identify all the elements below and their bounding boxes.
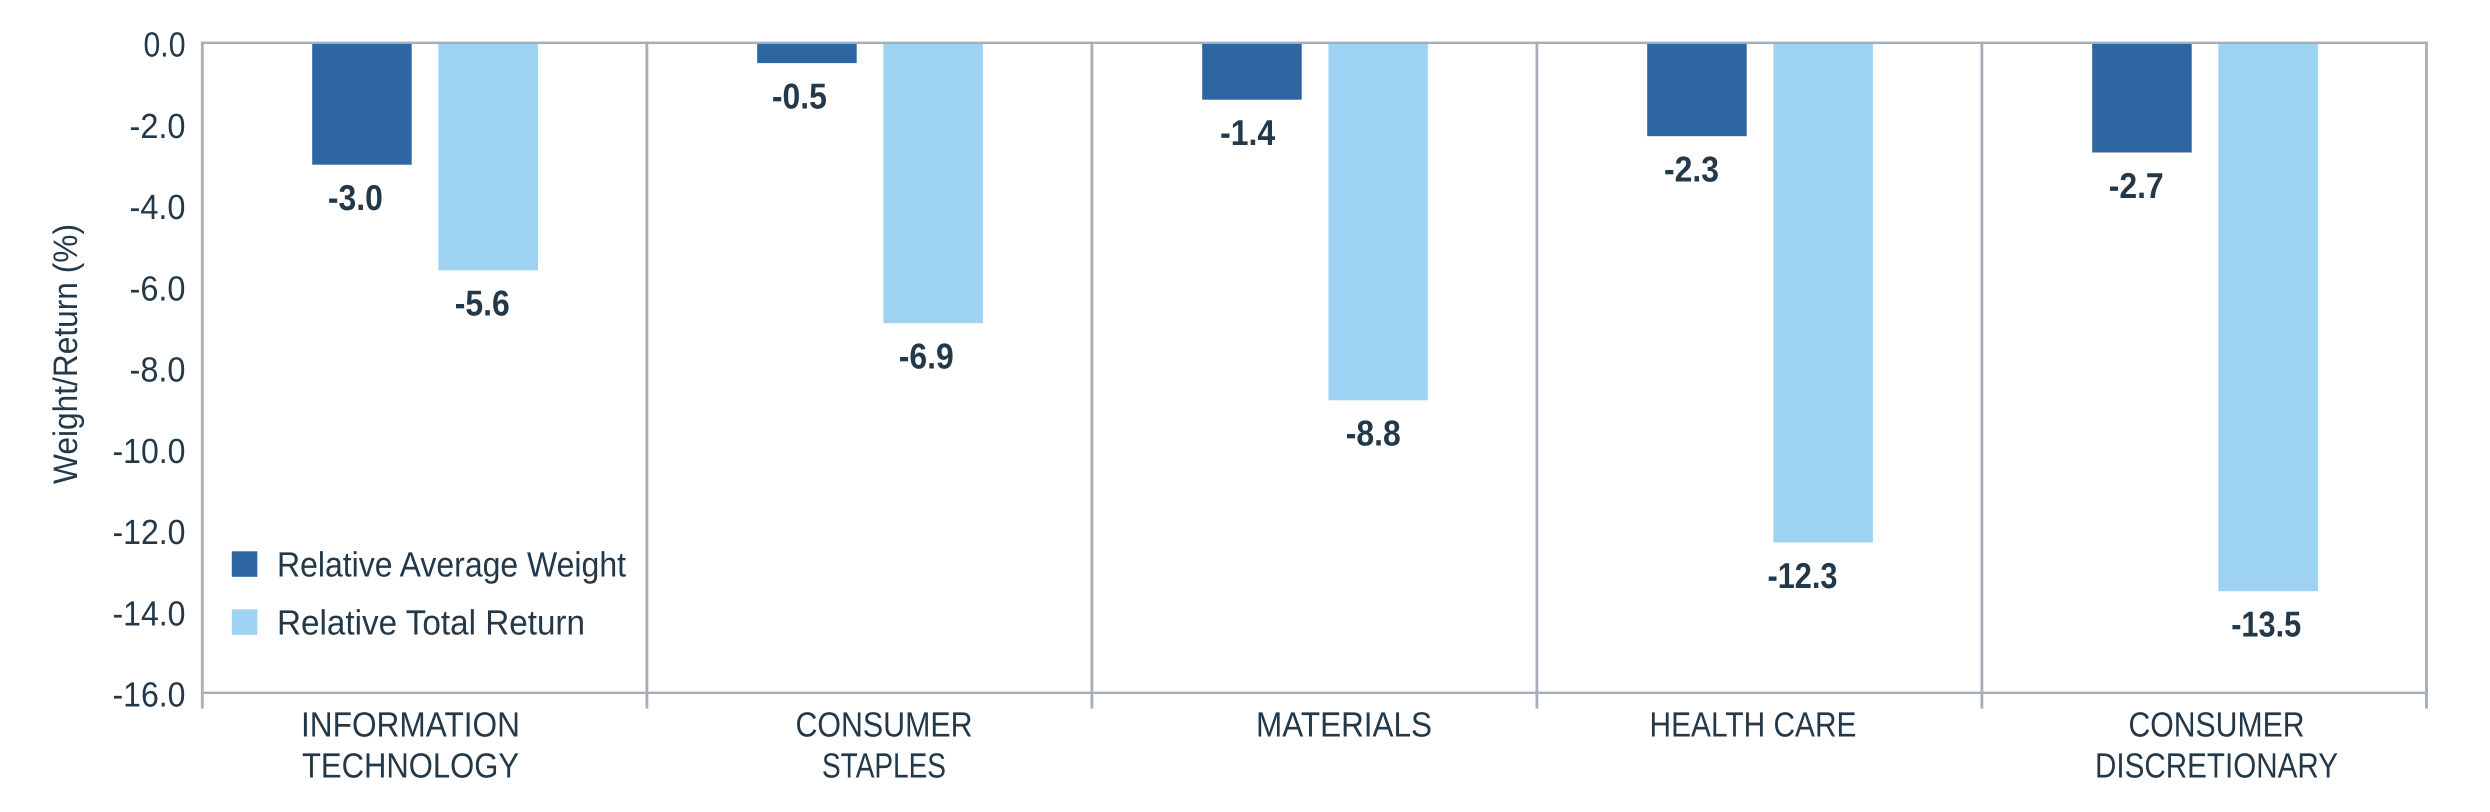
- svg-text:-2.7: -2.7: [2109, 165, 2164, 206]
- svg-text:DISCRETIONARY: DISCRETIONARY: [2095, 746, 2338, 785]
- svg-text:Relative Average Weight: Relative Average Weight: [277, 546, 626, 585]
- svg-text:-13.5: -13.5: [2231, 604, 2301, 645]
- svg-text:-0.5: -0.5: [772, 75, 827, 116]
- svg-text:-1.4: -1.4: [1220, 112, 1275, 153]
- svg-text:-4.0: -4.0: [130, 188, 186, 227]
- svg-text:-8.0: -8.0: [130, 351, 186, 390]
- svg-text:-10.0: -10.0: [113, 432, 186, 471]
- svg-text:-2.0: -2.0: [130, 107, 186, 146]
- svg-text:-8.8: -8.8: [1346, 413, 1401, 454]
- svg-text:MATERIALS: MATERIALS: [1256, 705, 1432, 744]
- svg-text:CONSUMER: CONSUMER: [796, 705, 973, 744]
- svg-text:CONSUMER: CONSUMER: [2129, 705, 2305, 744]
- svg-text:-14.0: -14.0: [113, 594, 186, 633]
- svg-text:HEALTH CARE: HEALTH CARE: [1650, 705, 1857, 744]
- svg-text:-6.0: -6.0: [130, 269, 186, 308]
- svg-text:-12.0: -12.0: [113, 513, 186, 552]
- svg-text:-2.3: -2.3: [1664, 149, 1719, 190]
- svg-text:-5.6: -5.6: [455, 283, 510, 324]
- svg-text:Relative Total Return: Relative Total Return: [277, 604, 585, 643]
- svg-text:TECHNOLOGY: TECHNOLOGY: [302, 746, 519, 785]
- svg-text:Weight/Return (%): Weight/Return (%): [47, 224, 85, 484]
- svg-text:-16.0: -16.0: [113, 676, 186, 715]
- svg-text:STAPLES: STAPLES: [822, 746, 946, 785]
- svg-text:-3.0: -3.0: [328, 177, 383, 218]
- svg-text:0.0: 0.0: [144, 26, 186, 65]
- svg-text:INFORMATION: INFORMATION: [301, 705, 520, 744]
- svg-text:-12.3: -12.3: [1768, 555, 1838, 596]
- svg-text:-6.9: -6.9: [899, 335, 954, 376]
